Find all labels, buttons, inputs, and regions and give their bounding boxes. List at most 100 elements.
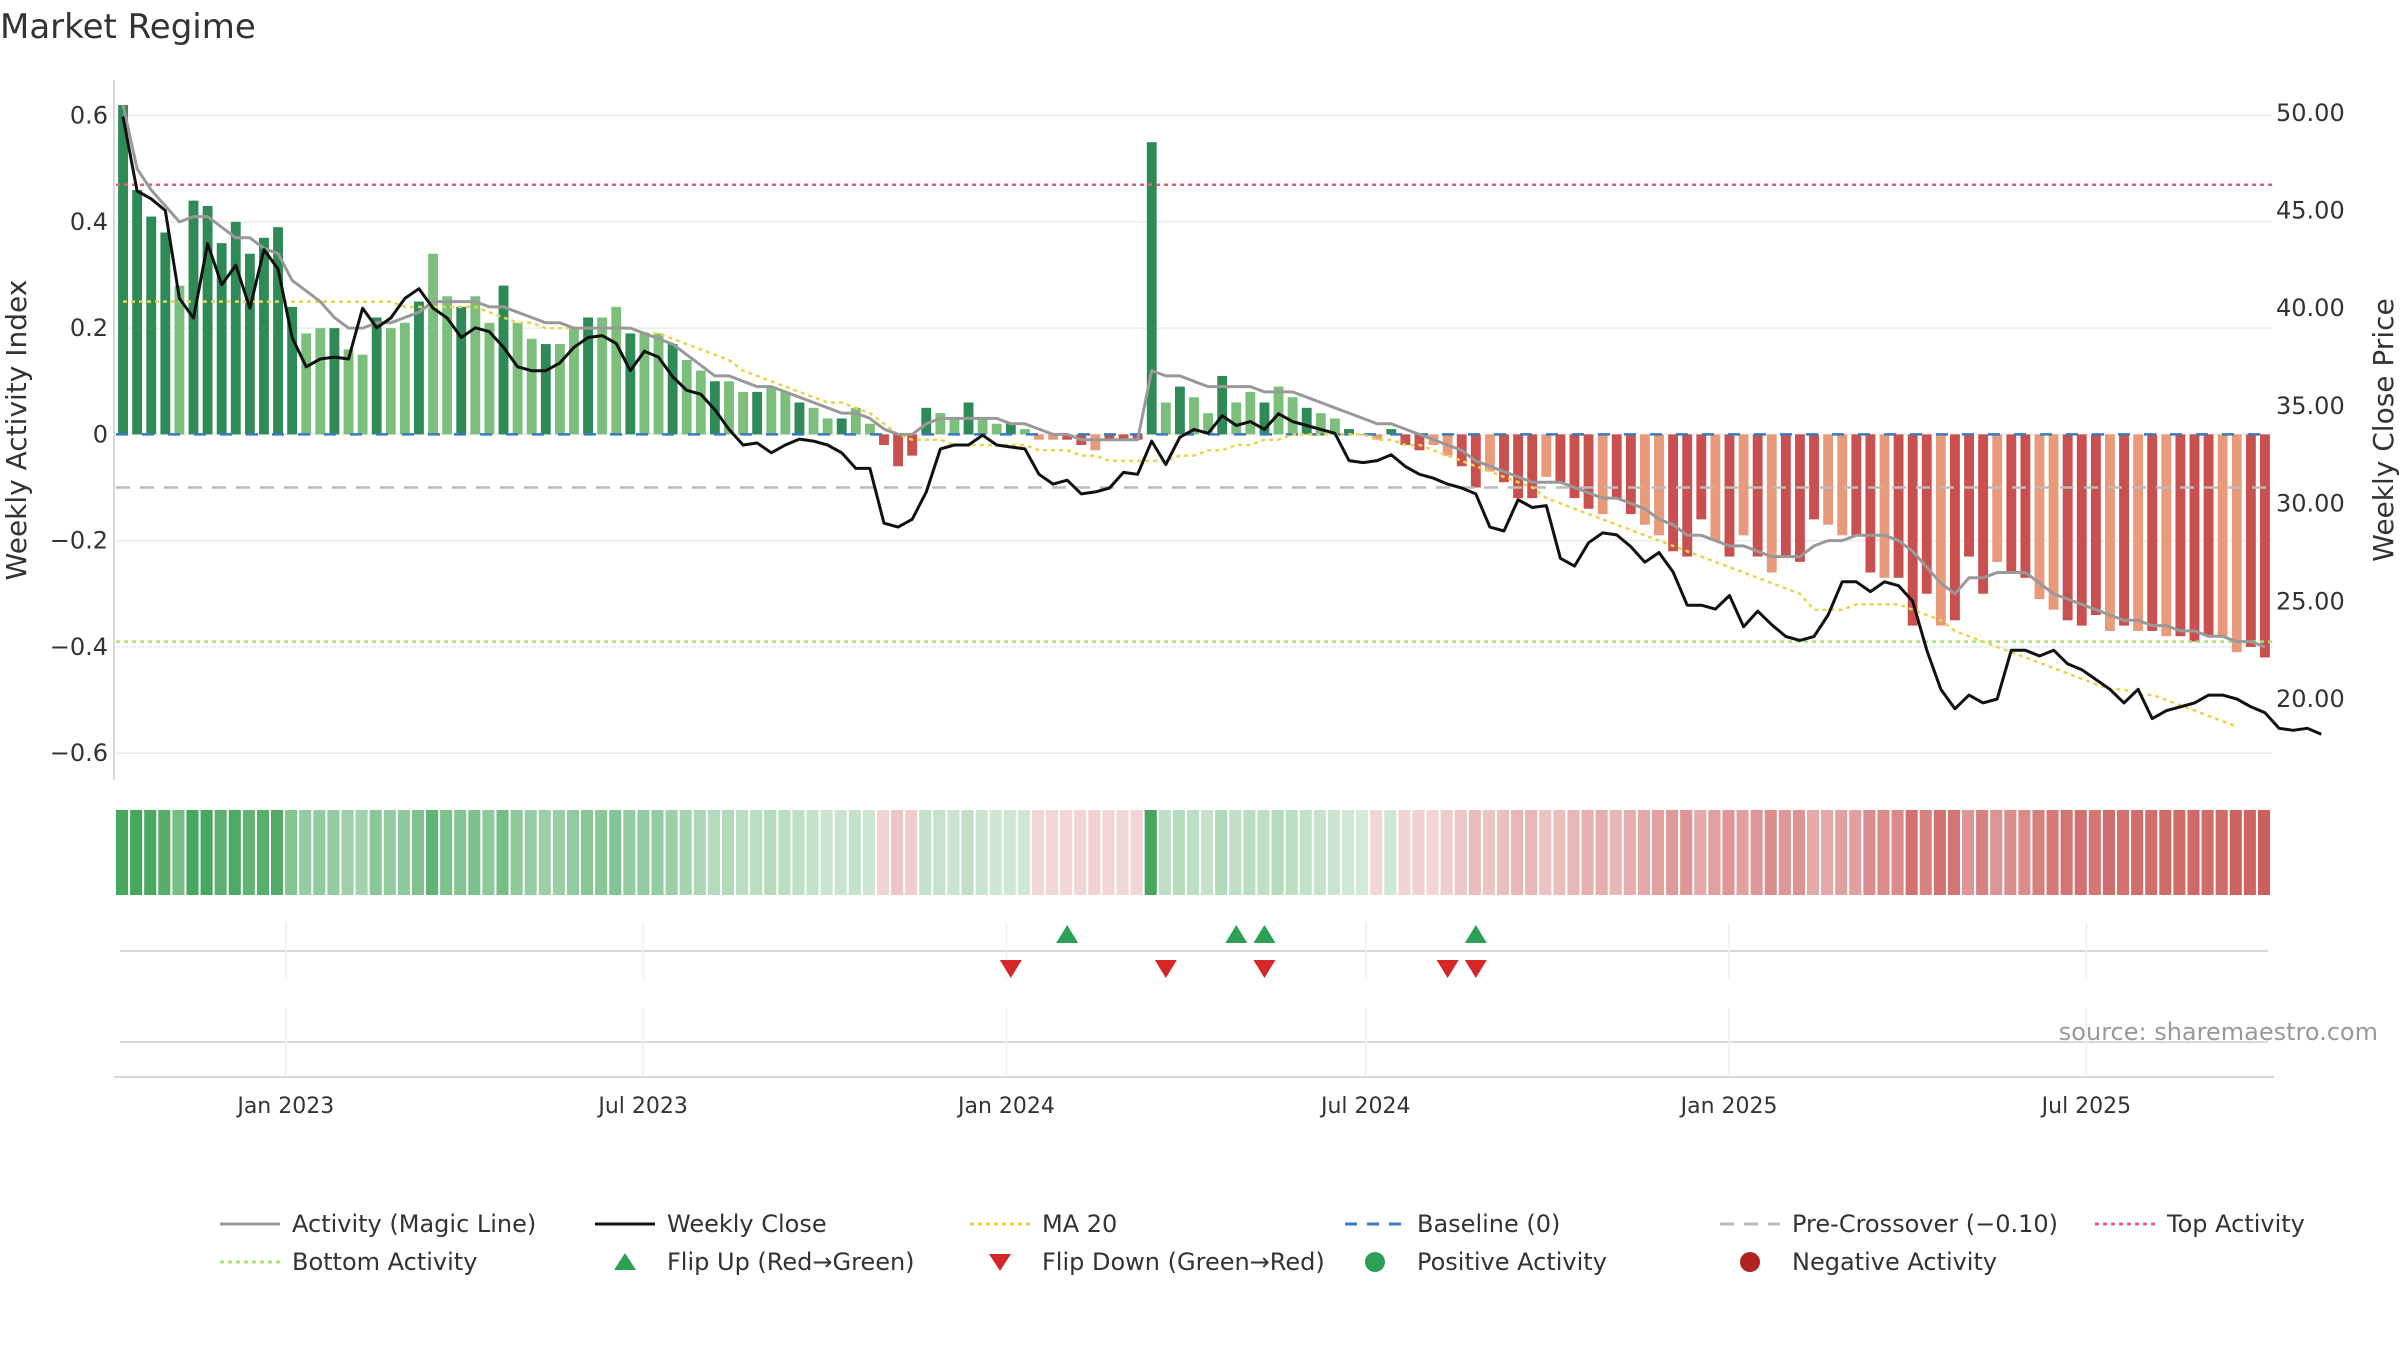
regime-strip-cell [341, 810, 354, 895]
activity-bar [780, 391, 791, 435]
activity-bar [216, 243, 227, 435]
regime-strip-cell [764, 810, 777, 895]
regime-strip-cell [1186, 810, 1200, 895]
regime-strip-cell [862, 810, 875, 895]
activity-bar [2133, 434, 2144, 631]
regime-strip-cell [736, 810, 749, 895]
right-axis-label: Weekly Close Price [2367, 298, 2400, 561]
regime-strip-cell [1877, 810, 1890, 895]
bottom-panel [114, 1008, 2274, 1078]
activity-bar [667, 344, 678, 435]
activity-bar [1935, 434, 1946, 626]
regime-strip-cell [299, 810, 312, 895]
regime-strip-cell [1722, 810, 1735, 895]
regime-strip-cell [2215, 810, 2228, 895]
regime-strip-cell [2074, 810, 2087, 895]
activity-bar [470, 296, 481, 435]
regime-strip-cell [1229, 810, 1242, 895]
x-tick-label: Jul 2024 [1319, 1094, 1411, 1119]
activity-bar [2048, 434, 2059, 610]
legend-label: Negative Activity [1792, 1248, 1997, 1276]
regime-strip-cell [397, 810, 410, 895]
activity-bar [1259, 402, 1270, 435]
regime-strip-cell [256, 810, 270, 895]
regime-strip-cell [327, 810, 340, 895]
regime-strip-cell [1031, 810, 1045, 895]
activity-bar [287, 306, 298, 435]
regime-strip-cell [1271, 810, 1284, 895]
flip-up-marker [1225, 925, 1248, 943]
regime-strip-cell [552, 810, 565, 895]
activity-bar [2006, 434, 2017, 573]
left-tick-label: 0.2 [70, 314, 108, 342]
activity-bar [484, 322, 495, 435]
legend-swatch [989, 1254, 1011, 1271]
activity-bar [343, 349, 354, 435]
activity-bar [1710, 434, 1721, 541]
activity-bar [1978, 434, 1989, 594]
flip-up-marker [1464, 925, 1487, 943]
regime-strip-cell [919, 810, 932, 895]
activity-bar [1921, 434, 1932, 594]
regime-strip-cell [2102, 810, 2115, 895]
activity-bar [752, 391, 763, 435]
activity-bar [724, 381, 734, 435]
activity-bar [371, 317, 382, 435]
regime-strip-cell [172, 810, 185, 895]
activity-bar [244, 253, 255, 435]
regime-strip-cell [1806, 810, 1820, 895]
flip-down-marker [1464, 960, 1487, 978]
regime-strip-cell [1257, 810, 1270, 895]
regime-strip-cell [876, 810, 890, 895]
regime-strip-cell [2229, 810, 2242, 895]
regime-strip-cell [440, 810, 453, 895]
regime-strip-cell [1341, 810, 1355, 895]
regime-strip-cell [933, 810, 946, 895]
regime-strip-cell [1088, 810, 1101, 895]
regime-strip-cell [975, 810, 988, 895]
source-credit: source: sharemaestro.com [2059, 1018, 2378, 1046]
regime-strip-cell [609, 810, 622, 895]
regime-strip-cell [792, 810, 805, 895]
activity-bar [653, 333, 664, 435]
activity-bar [2147, 434, 2158, 631]
activity-bar [259, 237, 269, 435]
regime-strip-cell [1750, 810, 1763, 895]
activity-bar [2217, 434, 2228, 637]
chart-lines [116, 104, 2322, 736]
regime-strip-cell [2243, 810, 2256, 895]
regime-strip-cell [1919, 810, 1932, 895]
activity-bar [1654, 434, 1664, 536]
regime-strip-cell [1694, 810, 1707, 895]
regime-strip-cell [313, 810, 326, 895]
flip-up-marker [1056, 925, 1079, 943]
regime-strip-cell [1821, 810, 1834, 895]
regime-strip-cell [1327, 810, 1340, 895]
regime-strip-cell [989, 810, 1002, 895]
activity-bar [202, 205, 213, 435]
activity-bar [836, 418, 847, 435]
legend-label: Bottom Activity [292, 1248, 477, 1276]
regime-strip-cell [1651, 810, 1665, 895]
activity-bar [2161, 434, 2172, 637]
regime-strip-cell [1511, 810, 1524, 895]
activity-bar [160, 232, 171, 435]
x-tick-label: Jan 2023 [235, 1094, 334, 1119]
regime-strip-cell [214, 810, 227, 895]
regime-strip-cell [1947, 810, 1960, 895]
regime-strip-cell [510, 810, 523, 895]
activity-bar [1851, 434, 1862, 536]
activity-bar [1160, 402, 1171, 435]
activity-bar [2260, 434, 2270, 658]
activity-bar [879, 434, 889, 445]
activity-bar [2105, 434, 2115, 631]
legend-label: Activity (Magic Line) [292, 1210, 536, 1238]
activity-bar [1809, 434, 1819, 520]
regime-strip-cell [1567, 810, 1580, 895]
regime-strip-cell [1370, 810, 1383, 895]
regime-strip-cell [651, 810, 664, 895]
regime-strip-cell [1778, 810, 1791, 895]
regime-strip-cell [186, 810, 199, 895]
activity-bar [428, 253, 438, 435]
activity-bar [1865, 434, 1876, 573]
